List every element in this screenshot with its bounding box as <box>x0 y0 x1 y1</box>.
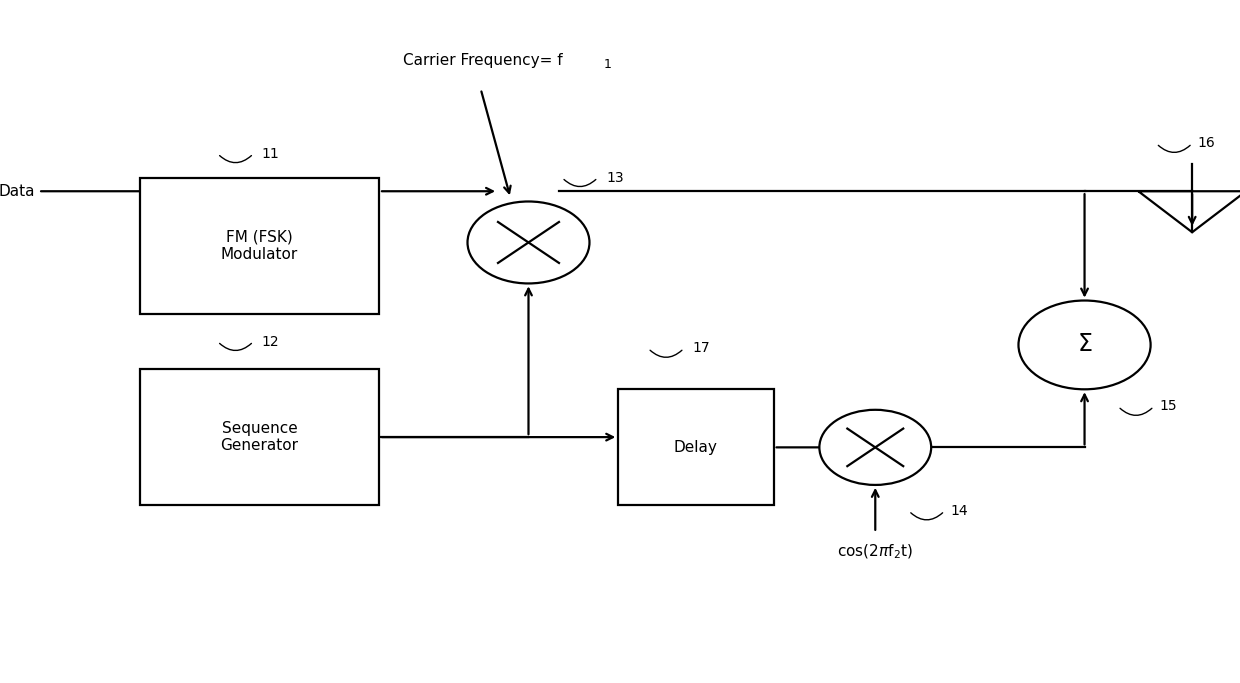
Text: Delay: Delay <box>675 440 718 455</box>
Text: cos(2$\pi$f$_2$t): cos(2$\pi$f$_2$t) <box>837 543 913 561</box>
FancyBboxPatch shape <box>140 369 379 505</box>
Text: 1: 1 <box>604 58 611 72</box>
Text: $\Sigma$: $\Sigma$ <box>1076 331 1092 356</box>
Ellipse shape <box>820 410 931 485</box>
Text: 17: 17 <box>692 342 711 355</box>
Text: 15: 15 <box>1159 400 1178 413</box>
Text: 14: 14 <box>951 504 968 518</box>
Text: 12: 12 <box>262 335 279 348</box>
Text: 13: 13 <box>606 171 624 184</box>
Ellipse shape <box>1018 301 1151 389</box>
FancyBboxPatch shape <box>140 178 379 314</box>
Text: FM (FSK)
Modulator: FM (FSK) Modulator <box>221 229 298 262</box>
Text: 11: 11 <box>262 147 279 161</box>
Text: 16: 16 <box>1197 137 1215 150</box>
Text: Sequence
Generator: Sequence Generator <box>221 421 299 454</box>
Text: Data: Data <box>0 184 35 199</box>
Text: Carrier Frequency= f: Carrier Frequency= f <box>403 53 563 68</box>
Ellipse shape <box>467 201 589 283</box>
FancyBboxPatch shape <box>619 389 774 505</box>
